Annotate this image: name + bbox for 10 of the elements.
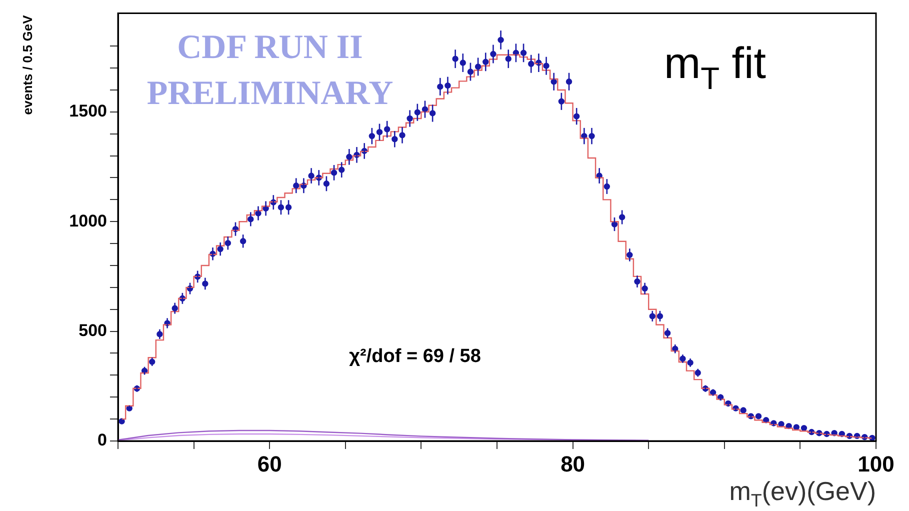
x-tick-label: 100 [858, 451, 894, 476]
y-tick-label: 1000 [69, 211, 107, 230]
y-tick-label: 500 [78, 320, 107, 340]
x-tick-label: 80 [560, 451, 586, 476]
y-tick-label: 1500 [69, 102, 107, 121]
x-tick-label: 60 [257, 451, 282, 476]
y-tick-label: 0 [98, 430, 107, 450]
y-axis-title: events / 0.5 GeV [20, 14, 35, 115]
annotation: χ²/dof = 69 / 58 [349, 346, 481, 367]
annotation: CDF RUN II PRELIMINARY [146, 29, 394, 112]
